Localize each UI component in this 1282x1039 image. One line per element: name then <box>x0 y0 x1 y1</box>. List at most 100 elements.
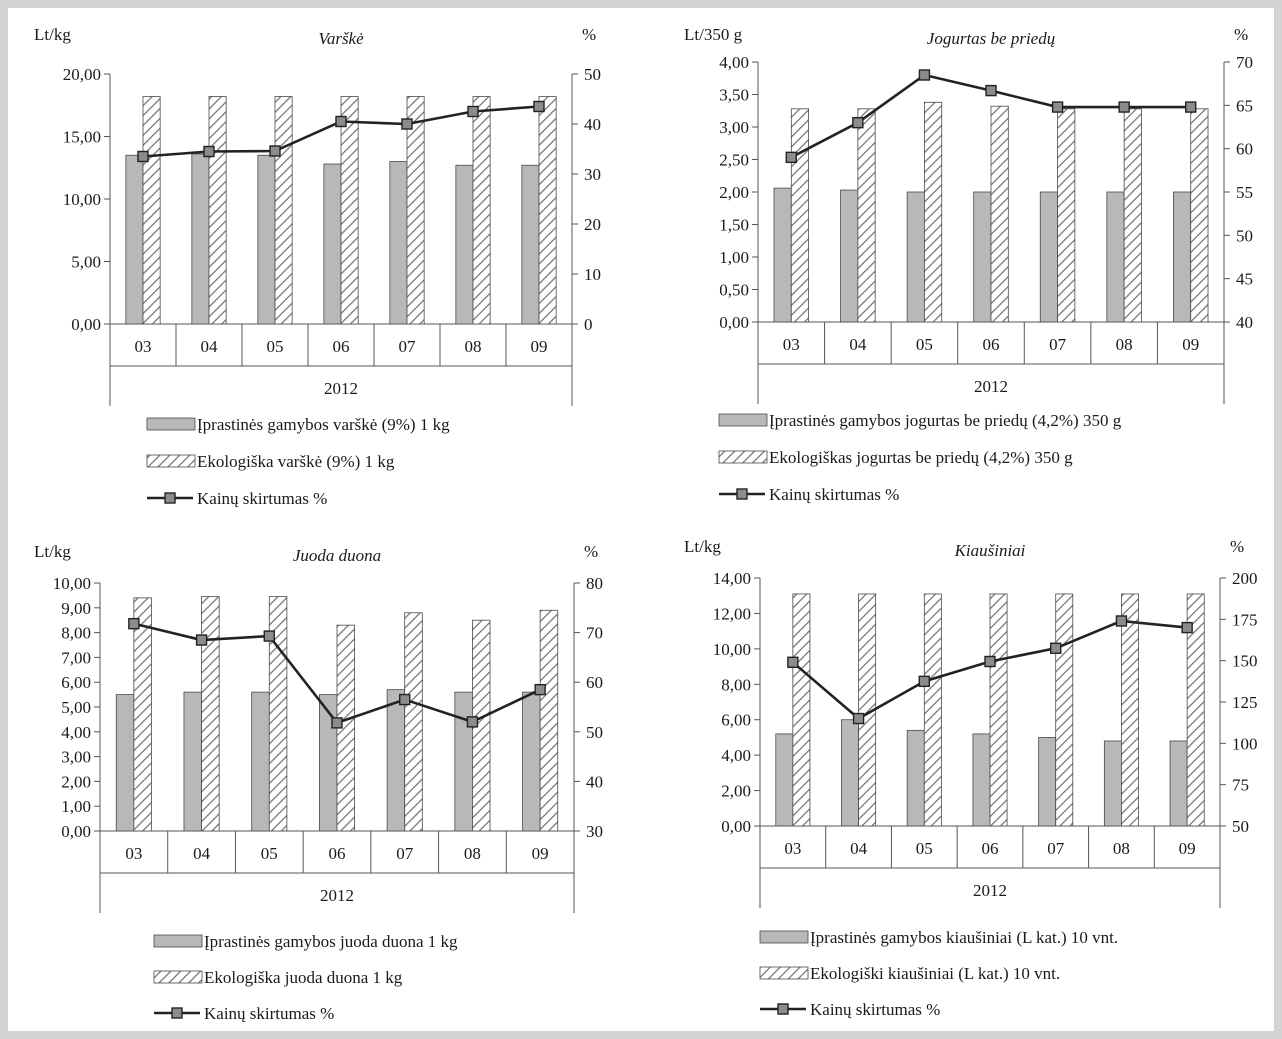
legend-label-conventional: Įprastinės gamybos varškė (9%) 1 kg <box>197 415 450 434</box>
bar-ecological <box>201 596 220 832</box>
line-marker <box>984 655 996 668</box>
line-marker <box>466 716 479 728</box>
x-tick-label: 07 <box>396 844 414 863</box>
bar-conventional <box>318 694 338 832</box>
x-tick-label: 08 <box>464 844 481 863</box>
y-right-unit-label: % <box>1234 25 1248 44</box>
y-left-tick-label: 4,00 <box>721 746 751 765</box>
bar-conventional <box>973 191 992 323</box>
x-tick-label: 08 <box>465 337 482 356</box>
y-left-tick-label: 4,00 <box>61 723 91 742</box>
x-tick-label: 08 <box>1113 839 1130 858</box>
bar-ecological <box>208 96 227 325</box>
line-marker <box>534 683 546 696</box>
legend-swatch-ecological <box>759 966 809 980</box>
bar-ecological <box>539 609 559 832</box>
x-tick-label: 05 <box>261 844 278 863</box>
bar-ecological <box>990 105 1009 323</box>
y-left-tick-label: 6,00 <box>721 711 751 730</box>
x-tick-label: 09 <box>1179 839 1196 858</box>
y-right-tick-label: 55 <box>1236 183 1253 202</box>
bar-ecological <box>790 108 809 323</box>
y-right-tick-label: 100 <box>1232 734 1258 753</box>
line-marker <box>1181 621 1193 634</box>
bar-ecological <box>1186 593 1205 827</box>
legend-swatch-conventional <box>146 417 196 431</box>
bar-ecological <box>923 593 942 827</box>
y-left-tick-label: 0,50 <box>719 281 749 300</box>
panel-varske: Lt/kg% Varškė 0,00 5,00 10,00 15,00 20,00 0 10 20… <box>22 18 622 523</box>
bar-ecological <box>538 96 557 325</box>
y-right-tick-label: 65 <box>1236 96 1253 115</box>
y-left-tick-label: 2,00 <box>61 772 91 791</box>
line-marker <box>1115 615 1128 627</box>
x-group-label: 2012 <box>974 377 1008 396</box>
bar-conventional <box>1169 740 1188 827</box>
y-left-unit-label: Lt/kg <box>684 537 721 556</box>
bar-ecological <box>1123 108 1142 323</box>
bar-conventional <box>251 691 270 832</box>
legend-swatch-ecological <box>718 450 768 464</box>
bar-conventional <box>773 187 792 323</box>
y-left-tick-label: 2,00 <box>721 782 751 801</box>
y-left-tick-label: 12,00 <box>713 604 751 623</box>
y-left-tick-label: 20,00 <box>63 65 101 84</box>
legend-label-ecological: Ekologiški kiaušiniai (L kat.) 10 vnt. <box>810 964 1060 983</box>
chart-title: Kiaušiniai <box>954 541 1026 560</box>
chart-title: Varškė <box>318 29 364 48</box>
legend-label-ecological: Ekologiška juoda duona 1 kg <box>204 968 403 987</box>
bar-ecological <box>792 593 811 827</box>
bar-ecological <box>472 96 491 325</box>
bar-ecological <box>857 108 876 323</box>
y-right-tick-label: 70 <box>586 624 603 643</box>
y-left-tick-label: 0,00 <box>71 315 101 334</box>
panel-juoda-duona: Lt/kg% Juoda duona 0,00 1,00 2,00 3,00 4,00 5,0… <box>22 535 622 1035</box>
chart-title: Juoda duona <box>293 546 381 565</box>
line-marker <box>1051 101 1064 113</box>
x-tick-label: 06 <box>983 335 1000 354</box>
line-marker <box>918 675 930 688</box>
bar-ecological <box>268 596 288 832</box>
line-marker <box>467 105 479 118</box>
y-left-unit-label: Lt/350 g <box>684 25 743 44</box>
line-marker <box>852 116 864 129</box>
bar-conventional <box>191 153 210 325</box>
line-marker <box>985 84 997 97</box>
y-right-tick-label: 200 <box>1232 569 1258 588</box>
x-tick-label: 05 <box>916 839 933 858</box>
bar-conventional <box>1106 191 1125 323</box>
bar-ecological <box>340 96 359 325</box>
bar-conventional <box>1103 740 1122 827</box>
bar-conventional <box>1038 737 1057 827</box>
y-left-tick-label: 9,00 <box>61 599 91 618</box>
x-group-label: 2012 <box>320 886 354 905</box>
bar-conventional <box>522 691 541 832</box>
y-right-tick-label: 30 <box>584 165 601 184</box>
legend-swatch-conventional <box>153 934 203 948</box>
line-marker <box>918 69 931 81</box>
legend-swatch-conventional <box>718 413 768 427</box>
bar-ecological <box>274 96 293 325</box>
y-left-tick-label: 1,00 <box>719 248 749 267</box>
y-right-tick-label: 0 <box>584 315 593 334</box>
bar-conventional <box>521 164 540 325</box>
chart-kiausiniai: Lt/kg % Kiaušiniai 0,00 2,00 4,00 6,00 8,00 10,0… <box>684 537 1258 1019</box>
y-right-tick-label: 80 <box>586 574 603 593</box>
x-tick-label: 05 <box>267 337 284 356</box>
legend-label-conventional: Įprastinės gamybos jogurtas be priedų (4… <box>769 411 1122 430</box>
legend-swatch-conventional <box>759 930 809 944</box>
legend-label-line: Kainų skirtumas % <box>769 485 899 504</box>
bar-ecological <box>142 96 161 325</box>
line-marker <box>331 717 343 729</box>
panel-jogurtas: Lt/350 g% Jogurtas be priedų 0,00 0,50 1,00 1… <box>672 18 1272 523</box>
x-tick-label: 07 <box>1047 839 1065 858</box>
line-marker <box>335 115 347 128</box>
y-right-tick-label: 50 <box>1232 817 1249 836</box>
x-tick-label: 06 <box>333 337 350 356</box>
y-left-tick-label: 0,00 <box>719 313 749 332</box>
line-marker <box>399 693 411 706</box>
bar-ecological <box>924 101 943 323</box>
legend-label-ecological: Ekologiškas jogurtas be priedų (4,2%) 35… <box>769 448 1073 467</box>
y-left-tick-label: 3,50 <box>719 86 749 105</box>
line-marker <box>269 145 281 157</box>
